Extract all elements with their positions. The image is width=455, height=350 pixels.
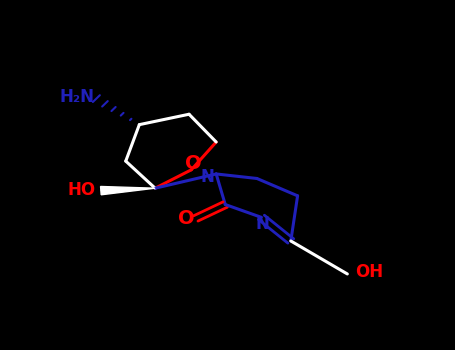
Polygon shape bbox=[101, 187, 155, 195]
Text: N: N bbox=[200, 168, 214, 187]
Text: N: N bbox=[255, 215, 269, 233]
Text: O: O bbox=[185, 154, 202, 173]
Text: HO: HO bbox=[67, 181, 96, 199]
Text: H₂N: H₂N bbox=[59, 88, 94, 106]
Text: OH: OH bbox=[355, 263, 384, 281]
Text: O: O bbox=[177, 209, 194, 228]
